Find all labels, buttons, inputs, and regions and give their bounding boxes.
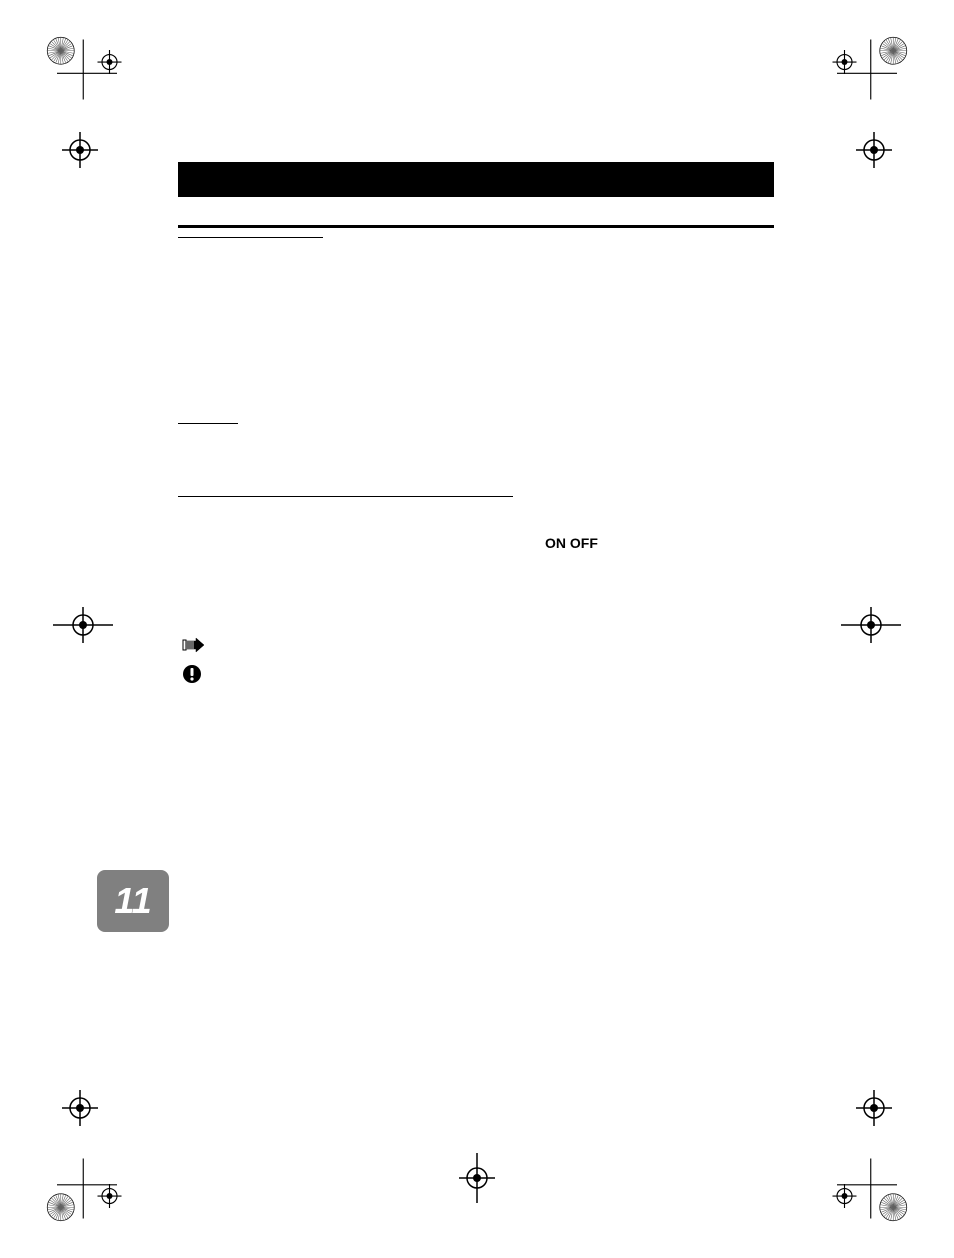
crosshair-right-upper [849, 125, 899, 175]
crosshair-right-lower [849, 1083, 899, 1133]
crosshair-left-lower [55, 1083, 105, 1133]
onoff-label: ON OFF [545, 535, 774, 551]
chapter-tab: 11 [97, 870, 169, 932]
crop-mark-bottom-left [42, 1136, 132, 1226]
section-header-bar [178, 162, 774, 197]
caution-icon-row [178, 664, 774, 689]
crop-mark-top-right [822, 32, 912, 122]
crop-mark-top-left [42, 32, 132, 122]
exclamation-icon [182, 671, 202, 688]
crosshair-bottom-center [452, 1148, 502, 1208]
chapter-number: 11 [114, 880, 151, 922]
page-content: ON OFF [178, 162, 774, 695]
crosshair-right-middle [836, 600, 906, 650]
crop-mark-bottom-right [822, 1136, 912, 1226]
note-icon-row [178, 637, 774, 658]
subsection-underline-2 [178, 423, 238, 424]
divider-thick [178, 225, 774, 228]
pointing-hand-icon [182, 640, 206, 657]
subsection-underline-3 [178, 496, 513, 497]
crosshair-left-middle [48, 600, 118, 650]
crosshair-left-upper [55, 125, 105, 175]
subsection-underline-1 [178, 237, 323, 238]
